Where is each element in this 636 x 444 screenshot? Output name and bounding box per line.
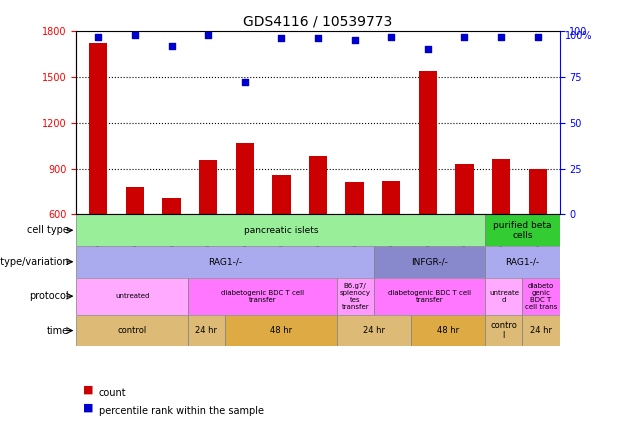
FancyBboxPatch shape: [76, 315, 188, 346]
FancyBboxPatch shape: [485, 246, 560, 278]
Bar: [162, 198, 181, 306]
Point: [350, 37, 360, 44]
FancyBboxPatch shape: [76, 246, 374, 278]
FancyBboxPatch shape: [523, 278, 560, 315]
Text: pancreatic islets: pancreatic islets: [244, 226, 318, 235]
Text: protocol: protocol: [29, 291, 69, 301]
Text: diabetogenic BDC T cell
transfer: diabetogenic BDC T cell transfer: [221, 289, 304, 303]
Bar: [382, 181, 401, 306]
Text: 100%: 100%: [565, 31, 592, 41]
Text: 48 hr: 48 hr: [270, 326, 292, 335]
FancyBboxPatch shape: [485, 278, 523, 315]
Point: [240, 79, 250, 86]
Text: count: count: [99, 388, 126, 398]
Bar: [455, 164, 474, 306]
Bar: [126, 187, 144, 306]
Bar: [345, 182, 364, 306]
Point: [203, 31, 213, 38]
Text: untreate
d: untreate d: [489, 289, 519, 303]
FancyBboxPatch shape: [336, 315, 411, 346]
Point: [93, 33, 104, 40]
Bar: [309, 156, 327, 306]
Text: ■: ■: [83, 385, 93, 395]
FancyBboxPatch shape: [188, 278, 336, 315]
Point: [313, 35, 323, 42]
Bar: [272, 175, 291, 306]
Bar: [529, 170, 547, 306]
Bar: [418, 71, 437, 306]
FancyBboxPatch shape: [336, 278, 374, 315]
Bar: [199, 160, 218, 306]
Bar: [89, 44, 107, 306]
Text: diabeto
genic
BDC T
cell trans: diabeto genic BDC T cell trans: [525, 283, 557, 309]
FancyBboxPatch shape: [485, 315, 523, 346]
Text: INFGR-/-: INFGR-/-: [411, 257, 448, 266]
Point: [496, 33, 506, 40]
Text: 24 hr: 24 hr: [363, 326, 385, 335]
Text: 48 hr: 48 hr: [437, 326, 459, 335]
Text: time: time: [47, 325, 69, 336]
Text: B6.g7/
splenocy
tes
transfer: B6.g7/ splenocy tes transfer: [340, 283, 371, 309]
Text: cell type: cell type: [27, 225, 69, 235]
Point: [386, 33, 396, 40]
FancyBboxPatch shape: [411, 315, 485, 346]
Text: ■: ■: [83, 403, 93, 413]
FancyBboxPatch shape: [374, 246, 485, 278]
Point: [423, 46, 433, 53]
Point: [532, 33, 543, 40]
Point: [167, 42, 177, 49]
Title: GDS4116 / 10539773: GDS4116 / 10539773: [244, 15, 392, 28]
Text: contro
l: contro l: [490, 321, 517, 340]
Text: 24 hr: 24 hr: [530, 326, 552, 335]
FancyBboxPatch shape: [523, 315, 560, 346]
Bar: [492, 159, 510, 306]
FancyBboxPatch shape: [374, 278, 485, 315]
Text: purified beta
cells: purified beta cells: [494, 221, 552, 240]
Text: RAG1-/-: RAG1-/-: [208, 257, 242, 266]
Text: 24 hr: 24 hr: [195, 326, 218, 335]
Text: percentile rank within the sample: percentile rank within the sample: [99, 406, 263, 416]
Text: RAG1-/-: RAG1-/-: [506, 257, 539, 266]
Point: [459, 33, 469, 40]
Point: [276, 35, 286, 42]
FancyBboxPatch shape: [76, 278, 188, 315]
Bar: [235, 143, 254, 306]
FancyBboxPatch shape: [76, 214, 485, 246]
Point: [130, 31, 140, 38]
FancyBboxPatch shape: [188, 315, 225, 346]
Text: diabetogenic BDC T cell
transfer: diabetogenic BDC T cell transfer: [388, 289, 471, 303]
Text: control: control: [118, 326, 147, 335]
Text: genotype/variation: genotype/variation: [0, 257, 69, 267]
FancyBboxPatch shape: [225, 315, 336, 346]
FancyBboxPatch shape: [485, 214, 560, 246]
Text: untreated: untreated: [115, 293, 149, 299]
